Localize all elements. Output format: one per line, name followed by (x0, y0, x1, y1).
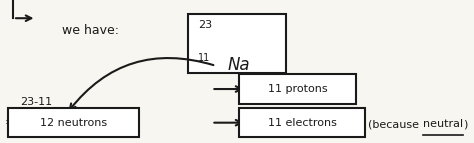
Text: 11 electrons: 11 electrons (268, 118, 337, 128)
Text: =: = (5, 116, 15, 129)
Text: 11 protons: 11 protons (268, 84, 328, 94)
FancyBboxPatch shape (188, 14, 286, 73)
Text: neutral: neutral (423, 119, 463, 129)
Text: 11: 11 (198, 53, 210, 63)
FancyBboxPatch shape (239, 74, 356, 104)
FancyBboxPatch shape (239, 108, 365, 137)
FancyBboxPatch shape (9, 108, 139, 137)
Text: ): ) (464, 119, 468, 129)
Text: 12 neutrons: 12 neutrons (40, 118, 107, 128)
Text: we have:: we have: (62, 24, 119, 37)
Text: Na: Na (228, 56, 250, 74)
Text: 23: 23 (198, 20, 212, 30)
Text: (because: (because (368, 119, 422, 129)
Text: 23-11: 23-11 (20, 97, 52, 107)
